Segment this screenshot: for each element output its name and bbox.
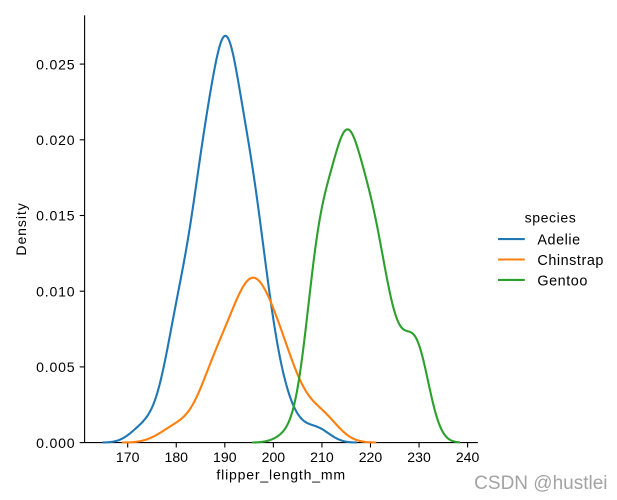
svg-text:Gentoo: Gentoo [537, 273, 588, 289]
svg-text:230: 230 [407, 449, 431, 465]
svg-text:species: species [525, 209, 577, 225]
svg-text:0.000: 0.000 [36, 435, 75, 451]
svg-text:0.010: 0.010 [36, 283, 75, 299]
svg-text:0.015: 0.015 [36, 208, 75, 224]
svg-text:Density: Density [13, 202, 29, 255]
svg-text:Adelie: Adelie [537, 233, 580, 249]
svg-text:200: 200 [262, 449, 286, 465]
svg-text:CSDN @hustlei: CSDN @hustlei [474, 473, 607, 494]
svg-text:240: 240 [456, 449, 480, 465]
svg-text:flipper_length_mm: flipper_length_mm [216, 466, 346, 482]
svg-text:180: 180 [164, 449, 188, 465]
svg-text:0.005: 0.005 [36, 359, 75, 375]
svg-text:190: 190 [213, 449, 237, 465]
svg-text:220: 220 [359, 449, 383, 465]
svg-text:Chinstrap: Chinstrap [537, 253, 604, 269]
svg-text:210: 210 [310, 449, 334, 465]
svg-text:0.020: 0.020 [36, 132, 75, 148]
svg-text:170: 170 [116, 449, 140, 465]
svg-text:0.025: 0.025 [36, 56, 75, 72]
